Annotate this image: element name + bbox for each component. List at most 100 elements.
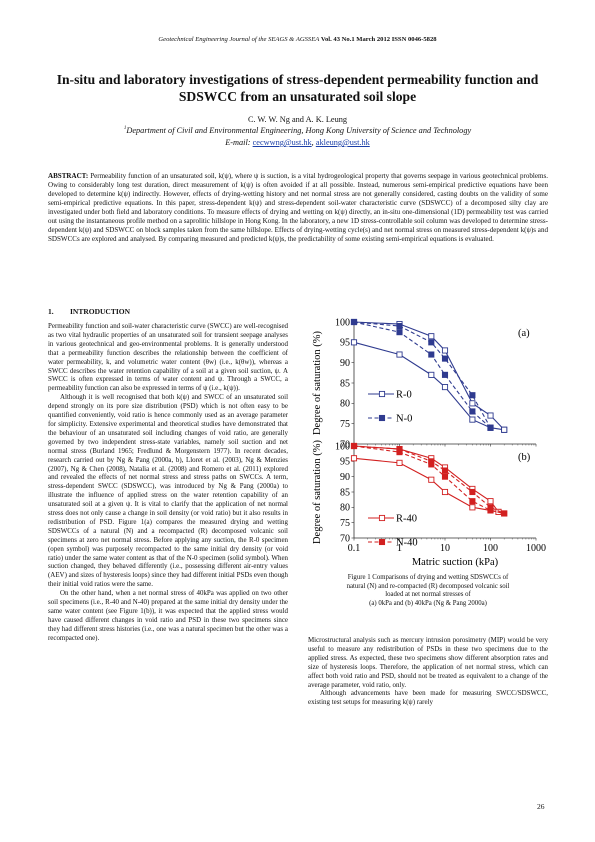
section-heading: 1. INTRODUCTION (48, 307, 130, 316)
data-point (469, 504, 476, 511)
section-title: INTRODUCTION (70, 307, 131, 316)
y-tick-label: 90 (340, 358, 350, 369)
figure-1: 70 75 80 85 90 95 100 Degree of saturation (%) (… (306, 316, 556, 572)
data-point (487, 424, 494, 431)
x-axis-label: Matric suction (kPa) (412, 557, 499, 568)
data-point (350, 318, 358, 326)
legend-marker (378, 538, 386, 546)
data-point (350, 455, 358, 462)
affiliation-mark: 1 (123, 126, 127, 132)
data-point (441, 384, 449, 391)
affiliation-text: Department of Civil and Environmental En… (126, 126, 472, 135)
data-point (487, 498, 494, 505)
y-tick-label: 75 (340, 518, 350, 529)
data-point (469, 416, 476, 423)
data-point (501, 510, 508, 517)
data-point (396, 459, 403, 466)
y-tick-label: 80 (340, 399, 350, 410)
data-point (350, 442, 358, 450)
legend-label: N-40 (396, 538, 418, 549)
y-tick-label: 95 (340, 338, 350, 349)
data-point (428, 476, 435, 483)
journal-name: Geotechnical Engineering Journal of the … (158, 36, 320, 43)
y-tick-label: 90 (340, 472, 350, 483)
affiliation: 1Department of Civil and Environmental E… (0, 126, 595, 135)
legend-label: R-40 (396, 514, 417, 525)
caption-line: (a) 0kPa and (b) 40kPa (Ng & Pang 2000a) (369, 599, 487, 607)
data-point (469, 408, 476, 415)
y-tick-label: 75 (340, 419, 350, 430)
legend-marker (378, 414, 386, 422)
data-point (487, 412, 494, 419)
y-tick-label: 100 (335, 441, 350, 452)
legend-label: R-0 (396, 390, 412, 401)
email-separator: , (311, 138, 316, 147)
data-point (428, 339, 435, 346)
data-point (469, 488, 476, 496)
data-point (396, 323, 403, 330)
legend-marker (378, 390, 386, 398)
section-number: 1. (48, 307, 54, 316)
data-point (469, 392, 476, 399)
caption-line: natural (N) and re-compacted (R) decompo… (346, 582, 510, 590)
y-tick-label: 95 (340, 457, 350, 468)
caption-line: Figure 1 Comparisons of drying and wetti… (347, 574, 509, 581)
data-point (396, 329, 403, 336)
paper-authors: C. W. W. Ng and A. K. Leung (247, 115, 348, 124)
x-tick-label: 100 (483, 543, 498, 554)
y-tick-label: 70 (340, 439, 350, 450)
data-point (441, 473, 449, 480)
caption-line: loaded at net normal stresses of (385, 591, 471, 599)
data-point (428, 371, 435, 378)
x-tick-label: 0.1 (348, 543, 361, 554)
y-axis-label: Degree of saturation (%) (312, 439, 323, 544)
y-tick-label: 80 (340, 503, 350, 514)
data-point (428, 351, 435, 358)
data-point (350, 339, 358, 346)
panel-label: (b) (518, 452, 531, 463)
data-point (469, 400, 476, 407)
x-tick-label: 10 (440, 543, 450, 554)
figure-caption: Figure 1 Comparisons of drying and wetti… (306, 574, 550, 608)
y-tick-label: 100 (335, 317, 350, 328)
email-label: E-mail: (225, 138, 253, 147)
journal-issue: Vol. 43 No.1 March 2012 ISSN 0046-5828 (320, 36, 437, 43)
data-point (441, 467, 449, 474)
right-column: Microstructural analysis such as mercury… (308, 636, 548, 707)
data-point (441, 488, 449, 496)
x-tick-label: 1 (397, 543, 402, 554)
paragraph: Although it is well recognised that both… (48, 393, 288, 589)
y-tick-label: 85 (340, 487, 350, 498)
y-axis-label: Degree of saturation (%) (312, 330, 323, 435)
email-link-1[interactable]: cecwwng@ust.hk (252, 138, 312, 147)
data-point (501, 426, 508, 433)
figure-1-chart: 70 75 80 85 90 95 100 Degree of saturation (%) (… (312, 317, 546, 568)
data-point (396, 446, 403, 453)
abstract-text: Permeability function of an unsaturated … (48, 172, 548, 243)
data-point (487, 504, 494, 511)
series-line (353, 445, 499, 513)
left-column: Permeability function and soil-water cha… (48, 322, 288, 643)
paragraph: Permeability function and soil-water cha… (48, 322, 288, 393)
email-link-2[interactable]: akleung@ust.hk (315, 138, 370, 147)
series-line (353, 321, 491, 428)
page-number: 26 (537, 802, 545, 811)
x-tick-label: 1000 (526, 543, 546, 554)
data-point (428, 333, 435, 340)
abstract-label: ABSTRACT: (48, 172, 89, 180)
abstract: ABSTRACT: Permeability function of an un… (48, 172, 548, 244)
data-point (396, 351, 403, 358)
running-header: Geotechnical Engineering Journal of the … (0, 36, 595, 43)
data-point (441, 355, 449, 362)
data-point (441, 347, 449, 354)
paper-title: In-situ and laboratory investigations of… (56, 72, 539, 104)
paragraph: Although advancements have been made for… (308, 689, 548, 707)
legend-label: N-0 (396, 414, 412, 425)
data-point (441, 371, 449, 378)
data-point (428, 458, 435, 465)
paragraph: On the other hand, when a net normal str… (48, 589, 288, 642)
email-line: E-mail: cecwwng@ust.hk, akleung@ust.hk (0, 138, 595, 147)
y-tick-label: 70 (340, 533, 350, 544)
y-tick-label: 85 (340, 378, 350, 389)
data-point (469, 498, 476, 505)
